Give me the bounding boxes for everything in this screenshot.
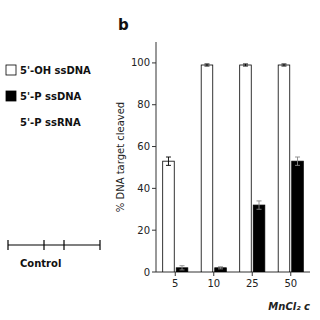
error-cap (257, 209, 262, 210)
error-line (259, 201, 260, 209)
error-cap (257, 200, 262, 201)
x-tick-label: 10 (207, 278, 220, 289)
error-cap (281, 66, 286, 67)
error-cap (180, 265, 185, 266)
error-bar (218, 267, 223, 269)
marker-tick (7, 240, 8, 250)
error-cap (204, 66, 209, 67)
bar (163, 161, 175, 272)
x-tick (175, 272, 176, 276)
chart: 0 20 40 60 80 100 5 10 25 50 b % DNA target cleaved… (0, 0, 320, 320)
y-tick (152, 188, 156, 189)
x-tick-label: 25 (246, 278, 259, 289)
error-cap (180, 269, 185, 270)
error-cap (243, 63, 248, 64)
error-cap (281, 63, 286, 64)
error-bar (281, 64, 286, 66)
y-tick-label: 0 (144, 267, 150, 278)
bar (292, 161, 304, 272)
y-tick (152, 230, 156, 231)
error-bar (243, 64, 248, 66)
error-cap (243, 66, 248, 67)
error-cap (218, 266, 223, 267)
annotation: Control (20, 258, 61, 269)
y-tick-label: 40 (137, 183, 150, 194)
x-axis-label: MnCl₂ c (268, 301, 310, 312)
y-tick-label: 80 (137, 99, 150, 110)
bar (240, 65, 252, 272)
legend-entry: 5'-OH ssDNA (20, 65, 91, 76)
control-marker (8, 240, 100, 250)
error-cap (204, 63, 209, 64)
y-tick (152, 62, 156, 63)
error-cap (218, 268, 223, 269)
error-bar (180, 266, 185, 270)
y-axis (156, 42, 157, 272)
bars (163, 64, 304, 272)
y-tick-label: 20 (137, 225, 150, 236)
error-cap (295, 165, 300, 166)
legend-swatch (6, 91, 16, 101)
x-tick (213, 272, 214, 276)
error-bar (166, 157, 171, 165)
marker-tick (99, 240, 100, 250)
error-bar (295, 157, 300, 165)
annotation: 5'-P ssRNA (20, 117, 81, 128)
error-bar (204, 64, 209, 66)
error-line (297, 157, 298, 165)
bar (215, 268, 227, 272)
error-cap (295, 157, 300, 158)
bar (253, 205, 265, 272)
y-tick-label: 60 (137, 141, 150, 152)
x-tick-label: 5 (172, 278, 178, 289)
marker-tick (63, 240, 64, 250)
marker-line (8, 244, 100, 245)
y-tick (152, 272, 156, 273)
bar (201, 65, 213, 272)
title: b (118, 16, 129, 34)
bar (278, 65, 290, 272)
error-line (182, 266, 183, 270)
y-tick (152, 146, 156, 147)
y-axis-label: % DNA target cleaved (115, 102, 126, 212)
y-tick (152, 104, 156, 105)
legend: 5'-OH ssDNA 5'-P ssDNA (6, 65, 91, 102)
y-tick-label: 100 (131, 57, 150, 68)
x-tick (290, 272, 291, 276)
legend-entry: 5'-P ssDNA (20, 91, 82, 102)
x-tick (252, 272, 253, 276)
error-cap (166, 157, 171, 158)
error-cap (166, 165, 171, 166)
error-bar (257, 201, 262, 209)
x-tick-label: 50 (284, 278, 297, 289)
legend-swatch (6, 65, 16, 75)
marker-tick (43, 240, 44, 250)
error-line (168, 157, 169, 165)
